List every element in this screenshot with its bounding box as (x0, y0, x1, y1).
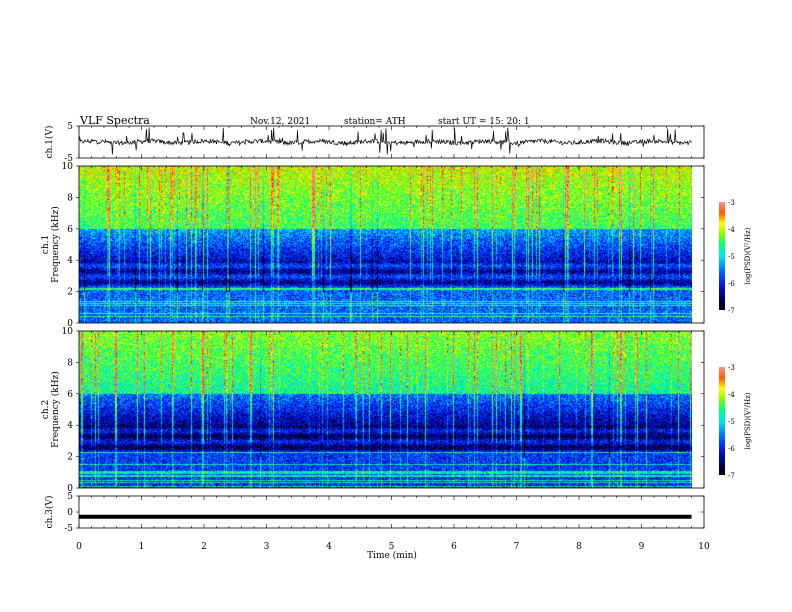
ch1-spectrogram-colorbar (719, 202, 725, 310)
ch2-spectrogram-ytick-label: 6 (67, 390, 73, 400)
ch3-ylabel: ch.3(V) (44, 496, 55, 529)
ch2-spectrogram-ylabel: ch.2 (41, 400, 51, 419)
ch1-spectrogram-colorbar-tick: -6 (728, 280, 735, 288)
ch1-spectrogram-ytick-label: 6 (67, 225, 73, 235)
ch1-spectrogram-ylabel: ch.1 (41, 235, 51, 254)
ch3-ytick-label: 5 (67, 492, 73, 502)
x-tick-label: 3 (264, 542, 270, 552)
ch2-spectrogram-colorbar-tick: -6 (728, 445, 735, 453)
ch3-frame (78, 495, 705, 529)
ch2-spectrogram-ytick-label: 4 (67, 421, 73, 431)
ch2-spectrogram-colorbar-label: log(PSD)(V²/Hz) (744, 392, 752, 449)
ch3-ytick-label: 0 (67, 508, 73, 518)
ch1-spectrogram-panel (76, 165, 725, 324)
ch1-spectrogram-colorbar-tick: -5 (728, 253, 735, 261)
x-tick-label: 6 (451, 542, 457, 552)
ch2-spectrogram-colorbar-tick: -3 (728, 364, 735, 372)
date-label: Nov.12, 2021 (250, 117, 310, 127)
x-axis-label: Time (min) (367, 550, 417, 561)
ch2-spectrogram-ytick-label: 10 (62, 327, 74, 337)
ch2-spectrogram-ytick-label: 0 (67, 484, 73, 494)
ch1-panel (76, 125, 705, 159)
ch1-ytick-label: -5 (64, 154, 73, 164)
ch1-spectrogram-colorbar-label: log(PSD)(V²/Hz) (744, 227, 752, 284)
x-tick-label: 2 (201, 542, 207, 552)
x-tick-label: 5 (389, 542, 395, 552)
ch1-spectrogram-ytick-label: 10 (62, 162, 74, 172)
ch1-spectrogram-colorbar-tick: -4 (728, 226, 735, 234)
ch1-spectrogram-ytick-label: 4 (67, 256, 73, 266)
figure-title: VLF Spectra (79, 114, 150, 127)
ch1-spectrogram-image (79, 166, 692, 323)
x-tick-label: 4 (326, 542, 332, 552)
ch1-spectrogram-ytick-label: 2 (67, 288, 73, 298)
ch2-spectrogram-ylabel: Frequency (kHz) (50, 371, 61, 448)
ch1-spectrogram-ytick-label: 0 (67, 319, 73, 329)
x-tick-label: 8 (576, 542, 582, 552)
ch1-trace (78, 127, 692, 155)
ch3-panel (76, 495, 705, 529)
ch1-spectrogram-ylabel: Frequency (kHz) (50, 206, 61, 283)
ch1-spectrogram-colorbar-tick: -7 (728, 307, 735, 315)
x-tick-label: 7 (514, 542, 520, 552)
ch2-spectrogram-colorbar-tick: -7 (728, 472, 735, 480)
ch2-spectrogram-ytick-label: 8 (67, 358, 73, 368)
panels-group: 5 -5 ch.1(V) -3 -4 -5 -6 -7 log(PSD)(V²/Hz) 0 2 4 6 8… (41, 122, 752, 552)
ch2-spectrogram-ytick-label: 2 (67, 453, 73, 463)
ch2-spectrogram-image (79, 331, 692, 488)
ch2-spectrogram-colorbar (719, 367, 725, 475)
ch1-spectrogram-ytick-label: 8 (67, 193, 73, 203)
x-tick-label: 9 (639, 542, 645, 552)
start-time-label: start UT = 15: 20: 1 (438, 117, 530, 127)
ch1-spectrogram-colorbar-tick: -3 (728, 199, 735, 207)
station-label: station= ATH (344, 117, 406, 127)
ch2-spectrogram-colorbar-tick: -4 (728, 391, 735, 399)
x-tick-label: 0 (76, 542, 82, 552)
ch2-spectrogram-panel (76, 330, 725, 489)
x-tick-label: 10 (698, 542, 710, 552)
ch2-spectrogram-colorbar-tick: -5 (728, 418, 735, 426)
ch1-ytick-label: 5 (67, 122, 73, 132)
ch3-ytick-label: -5 (64, 524, 73, 534)
x-tick-label: 1 (139, 542, 145, 552)
ch1-ylabel: ch.1(V) (44, 126, 55, 159)
